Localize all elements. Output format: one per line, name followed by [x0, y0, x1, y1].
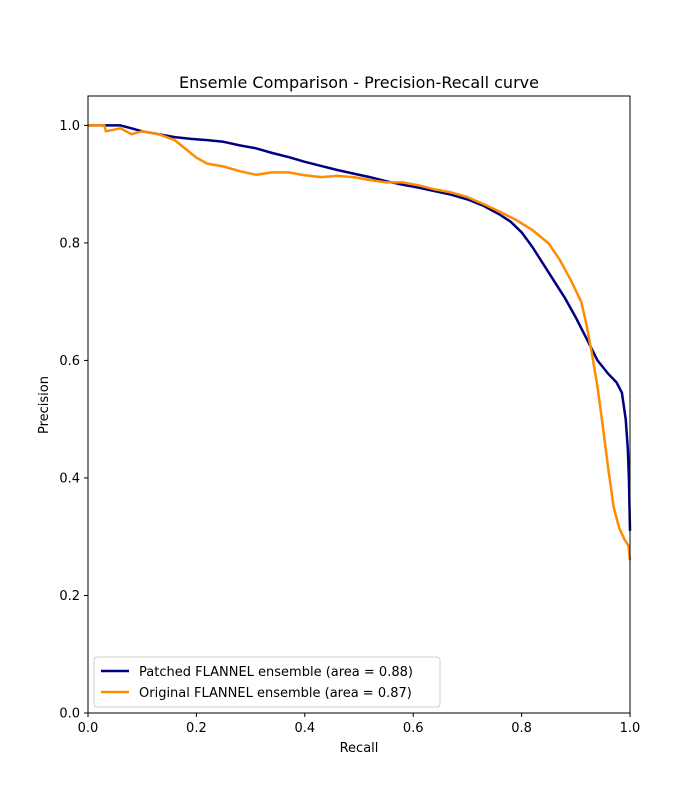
x-tick-label: 0.2 [186, 721, 207, 736]
x-tick-label: 1.0 [620, 721, 641, 736]
y-axis-label: Precision [37, 376, 52, 434]
plot-frame [87, 95, 631, 714]
y-tick-label: 0.2 [59, 589, 80, 604]
x-axis: 0.0 0.2 0.4 0.6 0.8 1.0 [78, 713, 641, 736]
y-tick-label: 0.4 [59, 471, 80, 486]
x-tick-label: 0.8 [511, 721, 532, 736]
series-line-original [88, 124, 632, 561]
legend-entry-patched: Patched FLANNEL ensemble (area = 0.88) [139, 665, 413, 680]
series-layer [88, 124, 632, 561]
y-axis: 0.0 0.2 0.4 0.6 0.8 1.0 [59, 119, 88, 722]
x-axis-label: Recall [340, 741, 379, 756]
y-tick-label: 0.6 [59, 354, 80, 369]
legend-entry-original: Original FLANNEL ensemble (area = 0.87) [139, 686, 412, 701]
y-tick-label: 0.0 [59, 707, 80, 722]
series-line-patched [88, 124, 632, 531]
x-tick-label: 0.4 [294, 721, 315, 736]
legend: Patched FLANNEL ensemble (area = 0.88) O… [93, 656, 441, 708]
y-tick-label: 1.0 [59, 119, 80, 134]
y-tick-label: 0.8 [59, 236, 80, 251]
legend-box [93, 656, 441, 708]
x-tick-label: 0.0 [78, 721, 99, 736]
x-tick-label: 0.6 [403, 721, 424, 736]
chart-title: Ensemle Comparison - Precision-Recall cu… [179, 73, 539, 92]
